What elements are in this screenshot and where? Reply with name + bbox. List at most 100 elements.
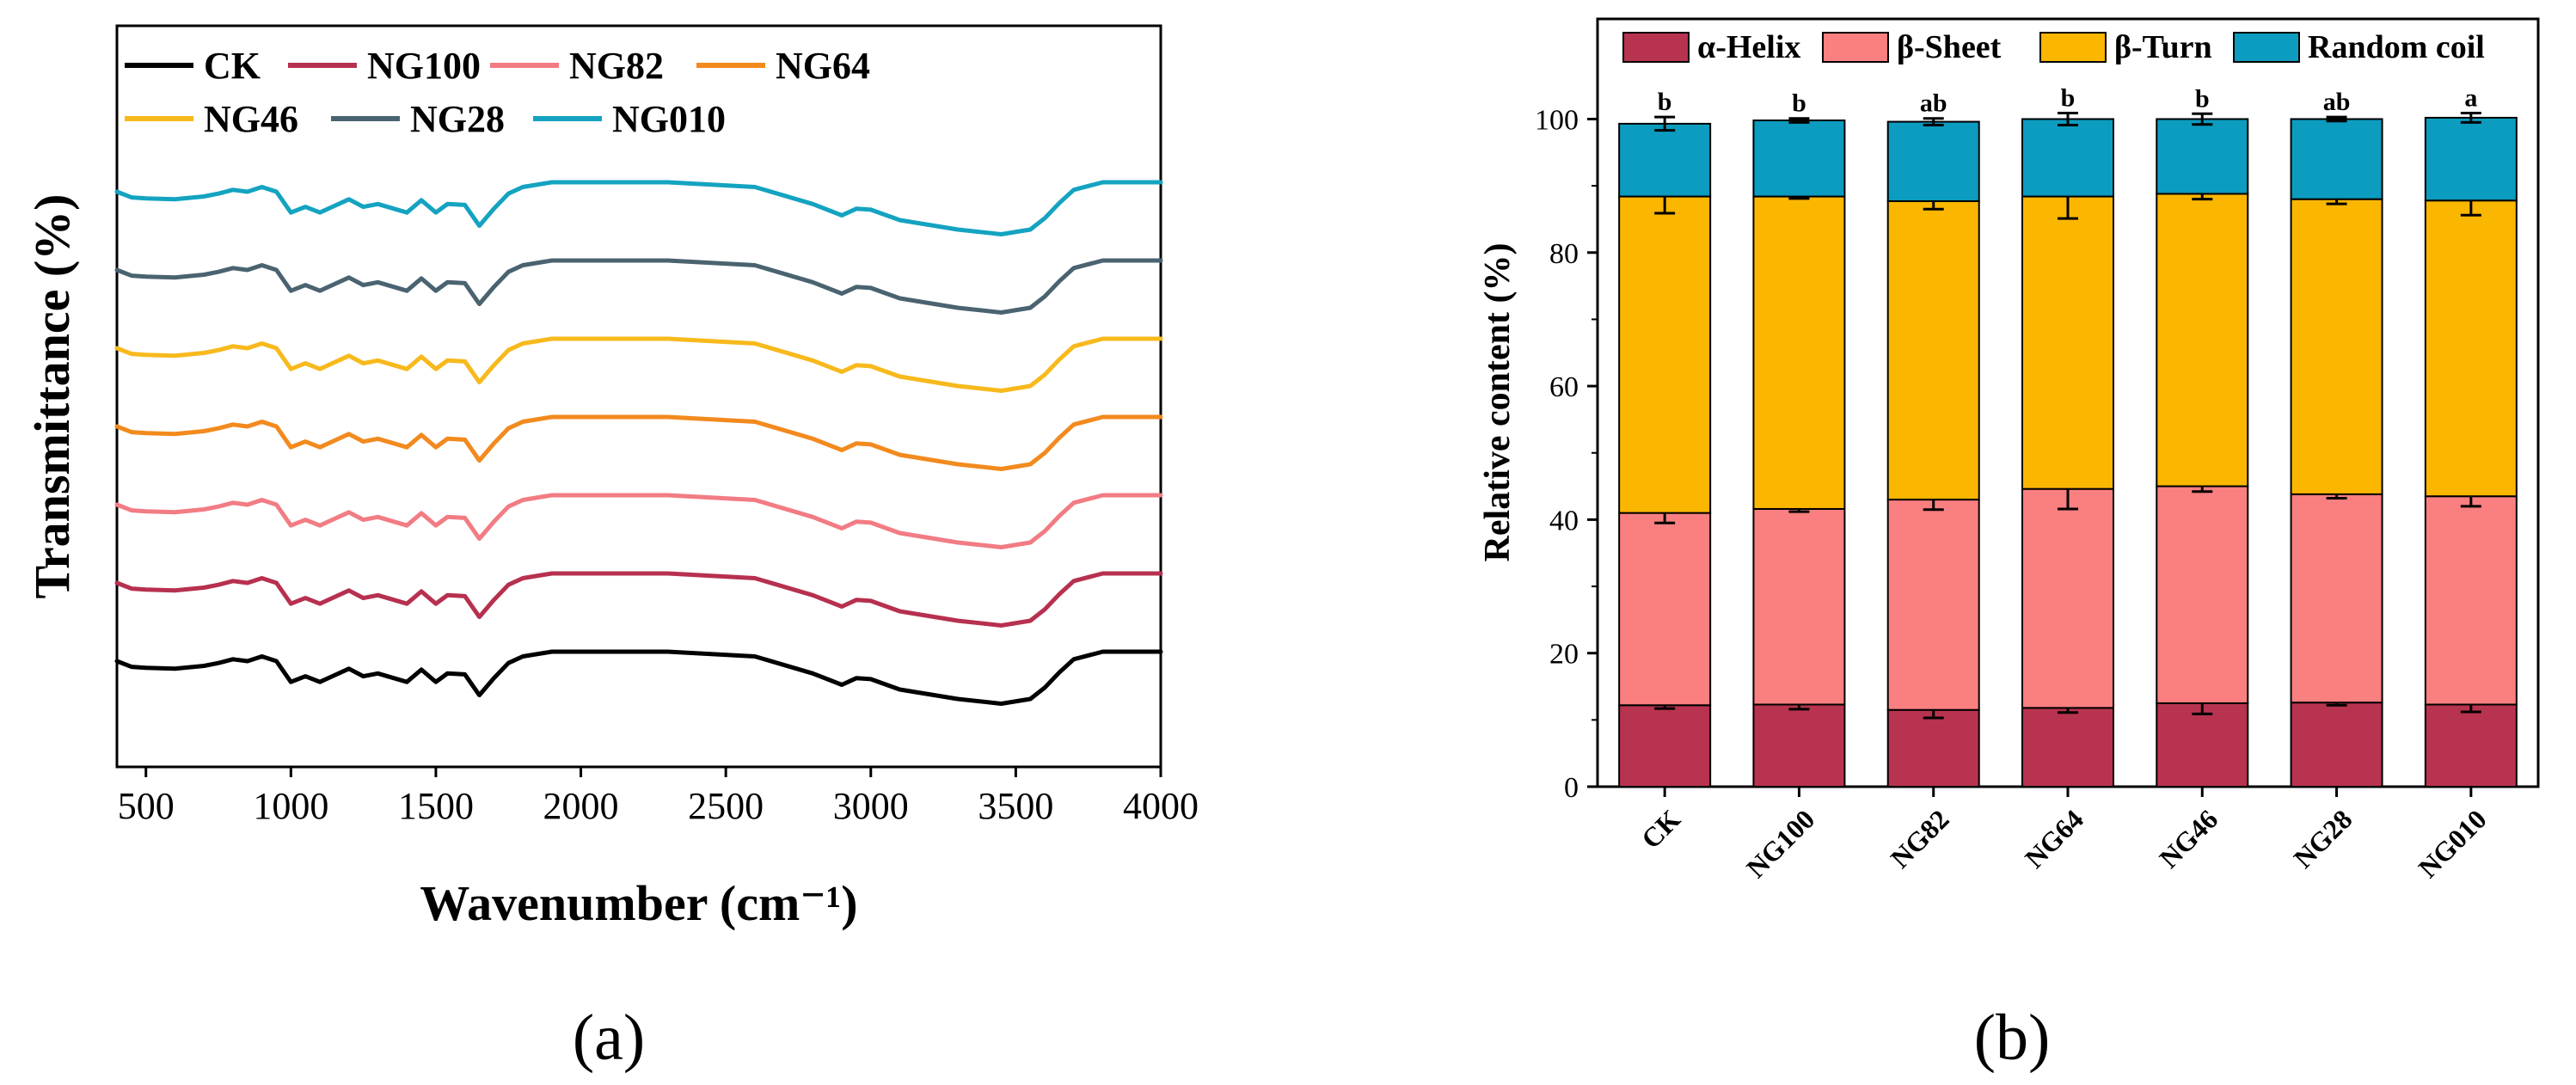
bar-segment — [2021, 118, 2114, 198]
bar-segment — [1618, 512, 1712, 707]
ftir-legend-item-ng64: NG64 — [696, 45, 870, 87]
bar-segment — [2424, 703, 2518, 788]
panel-label-b: (b) — [1974, 1002, 2051, 1074]
bar-x-tick-label: NG100 — [1740, 803, 1820, 883]
bar-segment — [1618, 122, 1712, 198]
bar-stack-ng010: aababa — [2424, 83, 2518, 788]
bar-segment — [2424, 116, 2518, 202]
ftir-legend-item-ng82: NG82 — [490, 45, 664, 87]
ftir-line-ng46 — [114, 336, 1163, 393]
bar-y-tick-label: 100 — [1535, 104, 1579, 136]
bar-segment — [2156, 702, 2249, 788]
bar-segment — [1886, 199, 1980, 501]
bar-x-tick-label: NG46 — [2153, 803, 2223, 874]
bar-stack-ng64: aaabb — [2021, 83, 2114, 788]
ftir-line-ng100 — [114, 571, 1163, 628]
bar-y-tick-label: 60 — [1549, 371, 1579, 403]
ftir-x-tick-label: 2000 — [543, 785, 619, 827]
ftir-legend-item-ck: CK — [125, 45, 261, 87]
bar-legend-item: α-Helix — [1622, 29, 1800, 65]
ftir-legend-label: NG82 — [569, 45, 664, 87]
bar-segment — [1886, 499, 1980, 711]
ftir-legend-label: NG46 — [204, 98, 298, 140]
ftir-series-lines — [114, 180, 1163, 706]
bar-y-tick-label: 0 — [1564, 772, 1579, 804]
ftir-line-ng28 — [114, 258, 1163, 315]
bar-segment — [1618, 704, 1712, 788]
significance-letter: b — [1658, 88, 1672, 116]
bar-stack-ng28: aababab — [2290, 88, 2383, 788]
bar-segment — [1886, 120, 1980, 202]
bar-segment — [1752, 703, 1846, 788]
bar-legend-swatch — [1622, 32, 1690, 63]
ftir-x-tick-label: 4000 — [1123, 785, 1199, 827]
bar-y-tick-label: 20 — [1549, 639, 1579, 671]
significance-letter: b — [2061, 83, 2076, 112]
ftir-x-tick-label: 1500 — [398, 785, 474, 827]
significance-letter: ab — [2323, 88, 2351, 116]
bar-segment — [1618, 195, 1712, 514]
bar-segment — [2156, 193, 2249, 487]
bar-x-tick-label: NG82 — [1885, 803, 1955, 874]
bar-legend-label: β-Turn — [2114, 29, 2212, 65]
ftir-line-ck — [114, 649, 1163, 706]
bar-segment — [1752, 507, 1846, 706]
ftir-legend-label: NG28 — [410, 98, 505, 140]
bar-legend-swatch — [2233, 32, 2300, 63]
bar-segment — [2021, 195, 2114, 490]
bar-segment — [2290, 702, 2383, 788]
bar-x-tick-label: NG28 — [2287, 803, 2358, 874]
bar-segment — [2021, 487, 2114, 709]
bar-y-axis: 0 20 40 60 80 100 — [1535, 104, 1598, 804]
ftir-x-tick-label: 1000 — [253, 785, 328, 827]
bar-legend-swatch — [2039, 32, 2107, 63]
ftir-legend-label: NG100 — [367, 45, 481, 87]
ftir-x-tick-label: 2500 — [688, 785, 764, 827]
ftir-legend-item-ng28: NG28 — [331, 98, 505, 140]
bar-x-axis: CK NG100 NG82 NG64 NG46 NG28 NG010 — [1635, 787, 2493, 884]
bar-y-tick-label: 40 — [1549, 505, 1579, 536]
bar-segment — [1886, 708, 1980, 788]
significance-letter: a — [2464, 83, 2477, 112]
bar-legend-item: β-Turn — [2039, 29, 2212, 65]
ftir-line-ng010 — [114, 180, 1163, 236]
bar-segment — [2156, 118, 2249, 195]
bar-segment — [2290, 118, 2383, 200]
significance-letter: b — [2195, 84, 2210, 113]
ftir-legend-label: NG010 — [612, 98, 726, 140]
bar-segment — [2156, 485, 2249, 704]
ftir-x-tick-label: 3500 — [978, 785, 1053, 827]
significance-letter: ab — [1920, 89, 1947, 118]
bar-stacks: ababababbaabababaaabbaabbaabababaababa — [1618, 83, 2518, 788]
bar-legend-item: β-Sheet — [1822, 29, 2002, 65]
ftir-legend-item-ng100: NG100 — [288, 45, 481, 87]
significance-letter: b — [1792, 89, 1806, 118]
ftir-line-ng82 — [114, 493, 1163, 549]
ftir-line-ng64 — [114, 414, 1163, 471]
ftir-spectra-chart: 500 1000 1500 2000 2500 3000 3500 4000 CK NG100 N… — [24, 24, 1199, 1074]
bar-stack-ck: abab — [1618, 88, 1712, 788]
bar-x-tick-label: NG010 — [2412, 803, 2492, 883]
ftir-legend: CK NG100 NG82 NG64 NG46 NG28 NG010 — [125, 45, 870, 140]
bar-y-axis-label: Relative content (%) — [1478, 243, 1518, 562]
bar-segment — [2290, 493, 2383, 704]
ftir-legend-label: NG64 — [776, 45, 870, 87]
bar-legend: α-Helix β-Sheet β-Turn Random coil — [1622, 29, 2485, 65]
bar-legend-label: Random coil — [2308, 29, 2485, 65]
ftir-x-axis-label: Wavenumber (cm⁻¹) — [420, 875, 857, 931]
ftir-legend-item-ng46: NG46 — [125, 98, 298, 140]
ftir-x-axis: 500 1000 1500 2000 2500 3000 3500 4000 — [118, 767, 1199, 827]
bar-legend-label: β-Sheet — [1897, 29, 2002, 65]
panel-label-a: (a) — [573, 1002, 645, 1074]
bar-stack-ng46: aabb — [2156, 84, 2249, 788]
bar-stack-ng82: aababab — [1886, 89, 1980, 788]
ftir-x-tick-label: 3000 — [833, 785, 909, 827]
bar-segment — [2424, 495, 2518, 706]
bar-legend-label: α-Helix — [1697, 29, 1800, 65]
bar-segment — [1752, 195, 1846, 510]
ftir-legend-item-ng010: NG010 — [533, 98, 726, 140]
bar-legend-swatch — [1822, 32, 1889, 63]
ftir-legend-label: CK — [204, 45, 261, 87]
